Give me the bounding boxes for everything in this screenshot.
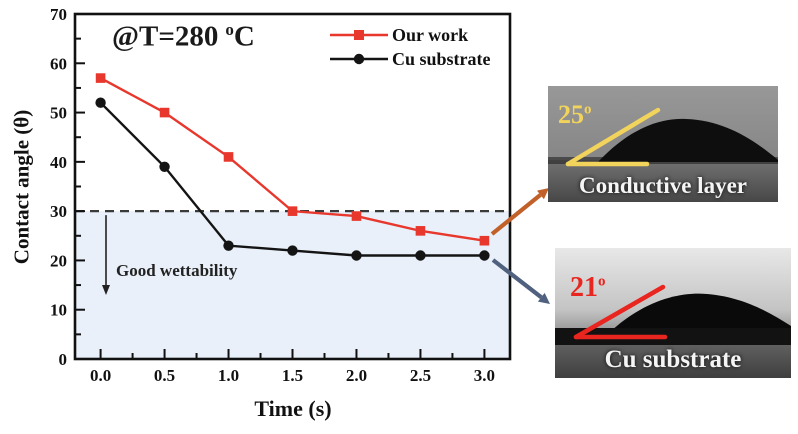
legend-marker-square [330,30,388,40]
photo-substrate [548,160,778,202]
y-axis-label: Contact angle (θ) [9,109,34,265]
angle-tangent [573,284,666,340]
x-tick-label: 3.0 [474,366,495,385]
data-point-circle [479,250,490,261]
data-point-circle [351,250,362,261]
x-tick-label: 0.5 [154,366,175,385]
inset-caption: Conductive layer [578,173,747,198]
data-point-circle [223,240,234,251]
good-wettability-region [75,211,510,359]
temperature-text: @T=280 [112,20,219,53]
x-tick-label: 0.0 [90,366,111,385]
plot-frame [73,12,512,361]
solder-droplet [598,118,778,162]
legend-label: Cu substrate [392,48,491,69]
legend: Our work Cu substrate [330,23,491,71]
photo-baseline [555,328,791,345]
x-tick-label: 1.0 [218,366,239,385]
data-point-circle [159,161,170,172]
angle-degree-mark: o [584,101,592,118]
photo-substrate [555,345,791,378]
y-tick-label: 20 [50,251,67,270]
angle-number: 21 [570,272,598,303]
data-point-square [479,235,490,246]
legend-entry-1: Cu substrate [330,47,491,71]
y-tick-label: 30 [50,202,67,221]
temperature-unit: C [233,20,255,53]
arrow-to-cu-substrate [491,258,543,299]
y-tick-label: 10 [50,301,67,320]
data-point-square [159,107,170,118]
inset-cu-substrate: 21o Cu substrate [555,248,791,378]
solder-droplet [610,293,791,332]
contact-angle-value: 25o [558,100,592,130]
chart-annotation-temperature: @T=280 oC [112,20,255,54]
data-point-circle [415,250,426,261]
legend-entry-0: Our work [330,23,491,47]
y-tick-label: 60 [50,54,67,73]
degree-symbol: o [225,20,234,39]
data-point-square [415,226,426,236]
good-wettability-label: Good wettability [116,261,238,280]
droplet-photo-conductive [548,86,778,202]
droplet-photo-cu [555,248,791,378]
inset-caption: Cu substrate [604,346,742,373]
data-point-square [223,152,234,162]
data-point-square [287,206,298,216]
angle-number: 25 [558,100,584,129]
inset-conductive-layer: 25o Conductive layer [548,86,778,202]
y-tick-label: 50 [50,104,67,123]
y-tick-label: 0 [59,350,68,369]
x-axis-label: Time (s) [254,396,332,421]
y-tick-label: 40 [50,153,67,172]
data-point-square [95,73,106,83]
angle-tangent [565,107,661,167]
angle-degree-mark: o [598,273,606,290]
arrow-to-conductive-layer [490,193,542,236]
legend-label: Our work [392,24,469,45]
arrow-to-conductive-layer-head [536,188,549,200]
x-tick-label: 1.5 [282,366,303,385]
legend-marker-circle [330,53,388,65]
data-point-circle [95,97,106,108]
contact-angle-value: 21o [570,272,606,304]
y-tick-label: 70 [50,5,67,24]
data-point-square [351,211,362,221]
data-point-circle [287,245,298,256]
x-tick-label: 2.5 [410,366,431,385]
x-tick-label: 2.0 [346,366,367,385]
wettability-arrowhead [102,285,110,295]
arrow-to-cu-substrate-head [537,292,550,304]
